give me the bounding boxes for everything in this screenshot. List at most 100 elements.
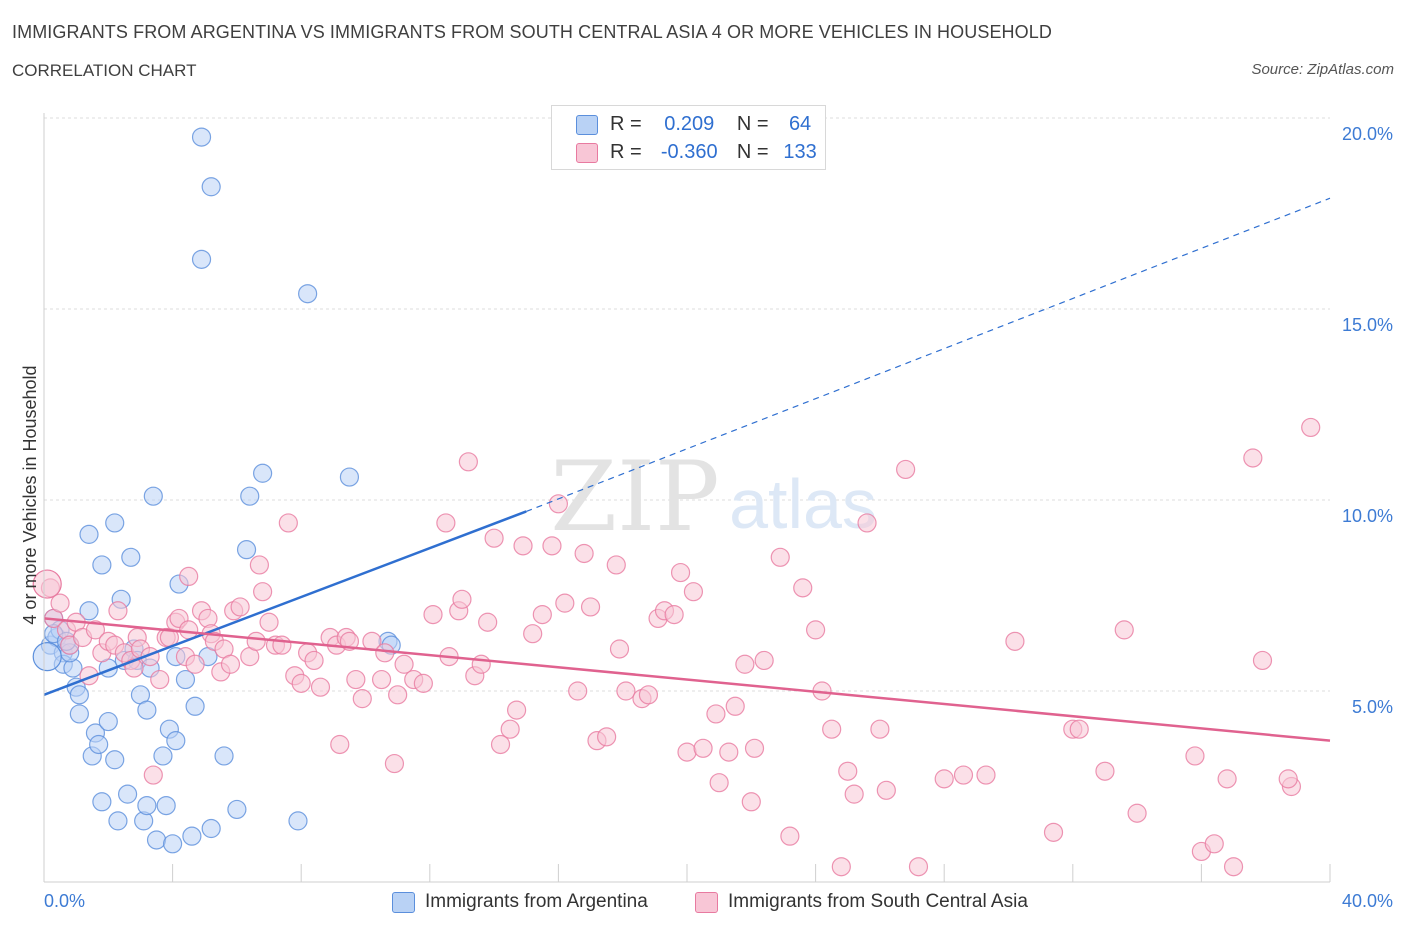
- south-central-asia-point: [793, 578, 813, 598]
- south-central-asia-point: [85, 620, 106, 640]
- south-central-asia-point: [1069, 719, 1089, 739]
- argentina-point: [298, 284, 318, 304]
- south-central-asia-point: [1223, 857, 1244, 877]
- argentina-point: [69, 704, 89, 724]
- south-central-asia-point: [548, 494, 569, 514]
- y-tick-label: 10.0%: [1342, 506, 1393, 526]
- south-central-asia-point: [458, 452, 478, 472]
- legend-swatch-argentina: [576, 115, 598, 135]
- south-central-asia-point: [693, 738, 713, 758]
- south-central-asia-point: [413, 673, 433, 693]
- south-central-asia-point: [384, 753, 405, 774]
- argentina-point: [69, 685, 89, 705]
- south-central-asia-point: [1114, 620, 1134, 640]
- legend-r-value: 0.209: [664, 113, 715, 135]
- south-central-asia-point: [735, 654, 755, 674]
- argentina-point: [79, 601, 99, 621]
- south-central-asia-point: [1043, 822, 1064, 842]
- south-central-asia-point: [452, 589, 472, 609]
- argentina-point: [137, 700, 157, 720]
- x-tick-label-max: 40.0%: [1341, 891, 1393, 911]
- south-central-asia-point: [1095, 761, 1115, 781]
- south-central-asia-point: [780, 826, 800, 846]
- south-central-asia-point: [394, 654, 414, 674]
- south-central-asia-point: [1127, 803, 1147, 823]
- south-central-asia-point: [597, 727, 617, 747]
- argentina-point: [121, 547, 141, 567]
- south-central-asia-point: [330, 734, 350, 755]
- south-central-asia-point: [953, 765, 974, 785]
- argentina-point: [227, 799, 247, 820]
- south-central-asia-point: [574, 543, 594, 564]
- south-central-asia-point: [1185, 746, 1205, 766]
- legend-r-label: R =: [610, 141, 642, 163]
- watermark: ZIP atlas: [550, 441, 877, 553]
- south-central-asia-point: [1005, 631, 1025, 651]
- south-central-asia-point: [638, 685, 659, 705]
- south-central-asia-point: [706, 704, 726, 724]
- argentina-point: [137, 795, 157, 816]
- legend-r-value: -0.360: [660, 141, 718, 163]
- south-central-asia-point: [220, 654, 241, 674]
- trend-lines: [43, 197, 1331, 742]
- south-central-asia-point: [143, 765, 163, 785]
- south-central-asia-point: [822, 719, 842, 739]
- south-central-asia-point: [423, 604, 443, 625]
- south-central-asia-point: [709, 773, 729, 793]
- south-central-asia-point: [805, 620, 826, 640]
- legend-n-label: N =: [736, 113, 769, 135]
- argentina-point: [117, 784, 138, 804]
- south-central-asia-point: [310, 677, 331, 697]
- south-central-asia-point: [542, 536, 562, 556]
- south-central-asia-point: [523, 624, 543, 644]
- south-central-asia-point: [870, 719, 890, 739]
- south-central-asia-point: [371, 669, 392, 690]
- argentina-point: [108, 811, 128, 831]
- watermark-zip: ZIP: [550, 441, 719, 553]
- argentina-point: [163, 834, 183, 854]
- south-central-asia-point: [725, 696, 745, 716]
- argentina-point: [191, 249, 212, 269]
- south-central-asia-point: [1243, 448, 1263, 468]
- argentina-point: [236, 540, 257, 560]
- data-points: [32, 127, 1321, 877]
- south-central-asia-point: [471, 654, 491, 674]
- south-central-asia-point: [249, 555, 270, 575]
- argentina-point: [201, 818, 221, 839]
- south-central-asia-point: [436, 513, 456, 533]
- south-central-asia-point: [532, 604, 552, 625]
- south-central-asia-point: [304, 650, 324, 671]
- argentina-point: [201, 177, 221, 197]
- south-central-asia-point: [838, 761, 858, 781]
- south-central-asia-point: [108, 601, 128, 621]
- bottom-legend-swatch-south-central-asia: [695, 892, 718, 913]
- south-central-asia-point: [32, 569, 62, 599]
- south-central-asia-point: [507, 700, 527, 720]
- watermark-atlas: atlas: [729, 465, 877, 543]
- argentina-point: [166, 731, 186, 751]
- argentina-point: [191, 127, 212, 147]
- argentina-point: [79, 524, 99, 544]
- south-central-asia-point: [609, 639, 630, 659]
- argentina-point: [153, 746, 173, 766]
- south-central-asia-point: [150, 669, 170, 690]
- argentina-point: [214, 746, 234, 766]
- south-central-asia-point: [253, 582, 273, 602]
- legend-n-value: 133: [783, 141, 817, 163]
- south-central-asia-point: [278, 513, 298, 533]
- south-central-asia-point: [683, 582, 704, 602]
- south-central-asia-point: [934, 769, 954, 789]
- south-central-asia-point: [259, 612, 279, 632]
- y-axis-label: 4 or more Vehicles in Household: [20, 365, 40, 624]
- south-central-asia-point: [741, 792, 761, 812]
- south-central-asia-point: [230, 597, 250, 617]
- south-central-asia-point: [346, 669, 366, 690]
- argentina-point: [185, 696, 205, 716]
- argentina-point: [143, 486, 163, 506]
- south-central-asia-point: [754, 650, 774, 671]
- south-central-asia-point: [606, 555, 626, 575]
- argentina-point: [182, 826, 202, 846]
- argentina-point: [253, 463, 273, 483]
- south-central-asia-point: [478, 612, 498, 632]
